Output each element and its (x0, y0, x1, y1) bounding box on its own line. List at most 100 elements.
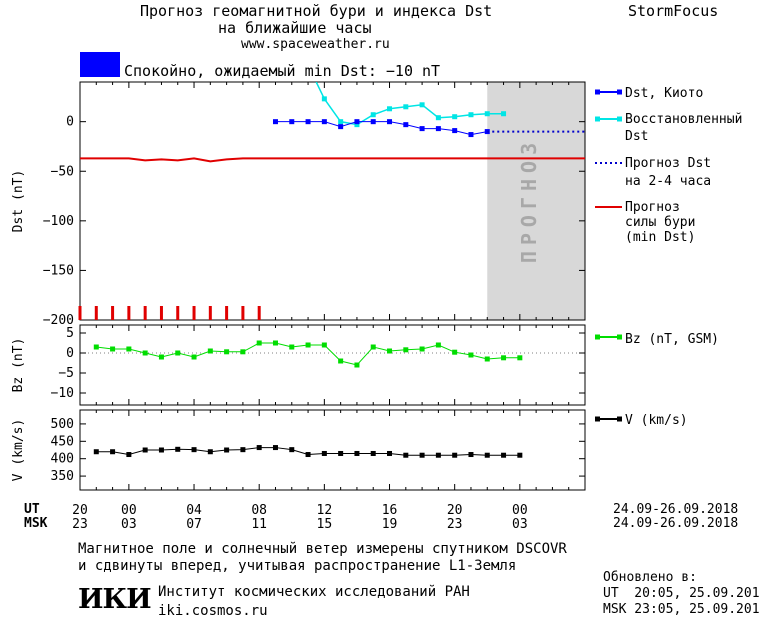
bz-line (96, 342, 520, 366)
v-point (93, 449, 99, 455)
restored-dst-point (452, 114, 458, 120)
panel-frame (79, 324, 586, 406)
v-point (403, 452, 409, 458)
legend-dst-kyoto-swatch-marker (617, 89, 622, 95)
dst-kyoto-point (419, 126, 425, 132)
v-point (175, 446, 181, 452)
restored-dst-point (468, 112, 474, 118)
legend-storm-line2: силы бури (625, 215, 696, 230)
dst-kyoto-point (272, 119, 278, 125)
legend-v: V (km/s) (625, 413, 688, 428)
v-line (96, 447, 520, 456)
v-point (126, 452, 132, 458)
ut-tick-label: 00 (512, 503, 528, 518)
updated-msk: MSK 23:05, 25.09.2018 (603, 602, 760, 617)
bz-point (435, 342, 441, 348)
y-tick-label: 0 (66, 346, 74, 361)
restored-dst-point (419, 102, 425, 108)
v-point (256, 445, 262, 451)
updated-label: Обновлено в: (603, 570, 697, 585)
storm-marker (176, 306, 180, 320)
msk-tick-label: 03 (512, 517, 528, 532)
dst-kyoto-point (435, 126, 441, 132)
dst-series-group (315, 82, 507, 128)
v-point (468, 452, 474, 458)
restored-dst-point (321, 96, 327, 102)
status-color-box (80, 52, 120, 77)
v-point (517, 452, 523, 458)
legend-dst-kyoto-swatch-marker (595, 89, 600, 95)
ut-tick-label: 08 (251, 503, 267, 518)
v-point (158, 447, 164, 453)
y-tick-label: −50 (51, 164, 74, 179)
restored-dst-line (315, 82, 504, 126)
ut-tick-label: 00 (121, 503, 137, 518)
storm-forecast-line (80, 157, 585, 163)
y-tick-label: 450 (51, 434, 74, 449)
restored-dst-point (338, 119, 344, 125)
v-point (207, 449, 213, 455)
legend-restored-swatch-marker (617, 116, 622, 122)
bz-point (93, 344, 99, 350)
v-point (419, 452, 425, 458)
bz-point (256, 340, 262, 346)
site-url[interactable]: www.spaceweather.ru (241, 37, 390, 52)
storm-marker (208, 306, 212, 320)
bz-point (419, 346, 425, 352)
page-subtitle: на ближайшие часы (218, 19, 372, 37)
dst-kyoto-point (321, 119, 327, 125)
dst-kyoto-point (305, 119, 311, 125)
restored-dst-point (484, 111, 490, 117)
storm-marker (111, 306, 115, 320)
page-title: Прогноз геомагнитной бури и индекса Dst (140, 2, 493, 20)
msk-label: MSK (24, 516, 48, 531)
bz-point (387, 348, 393, 354)
v-point (272, 445, 278, 451)
legend-forecast-line2: на 2-4 часа (625, 174, 712, 189)
msk-tick-label: 23 (72, 517, 88, 532)
bz-point (403, 347, 409, 353)
legend-forecast-line1: Прогноз Dst (625, 156, 712, 171)
msk-tick-label: 19 (382, 517, 398, 532)
institute-site[interactable]: iki.cosmos.ru (158, 603, 268, 619)
storm-marker (225, 306, 229, 320)
institute-name: Институт космических исследований РАН (158, 584, 470, 600)
bz-point (224, 349, 230, 355)
dst-kyoto-line (275, 121, 488, 136)
panel-frame (79, 409, 586, 491)
footer-note-line2: и сдвинуты вперед, учитывая распростране… (78, 558, 517, 574)
msk-tick-label: 11 (251, 517, 267, 532)
ut-tick-label: 12 (317, 503, 333, 518)
bz-point (142, 350, 148, 356)
updated-ut: UT 20:05, 25.09.2018 (603, 586, 760, 601)
legend-bz-swatch-marker (595, 334, 600, 340)
y-tick-label: −200 (43, 313, 74, 328)
legend-storm-line3: (min Dst) (625, 230, 696, 245)
restored-dst-point (435, 115, 441, 121)
ut-date-range: 24.09-26.09.2018 (613, 502, 739, 517)
legend-restored-line1: Восстановленный (625, 112, 743, 127)
v-point (435, 452, 441, 458)
bz-point (126, 346, 132, 352)
brand-name: StormFocus (628, 2, 719, 20)
y-tick-label: 350 (51, 469, 74, 484)
bz-point (289, 344, 295, 350)
restored-dst-point (501, 111, 507, 117)
panel-frame (79, 81, 586, 321)
bz-point (207, 348, 213, 354)
bz-point (452, 349, 458, 355)
v-point (354, 450, 360, 456)
restored-dst-point (354, 122, 360, 128)
v-point (452, 452, 458, 458)
storm-marker (241, 306, 245, 320)
dst-kyoto-point (403, 122, 409, 128)
v-point (289, 447, 295, 453)
bz-point (501, 355, 507, 361)
v-point (501, 452, 507, 458)
y-tick-label: 0 (66, 115, 74, 130)
y-tick-label: −150 (43, 263, 74, 278)
dst-kyoto-point (338, 124, 344, 130)
v-point (305, 452, 311, 458)
status-text: Спокойно, ожидаемый min Dst: −10 nT (124, 62, 441, 80)
